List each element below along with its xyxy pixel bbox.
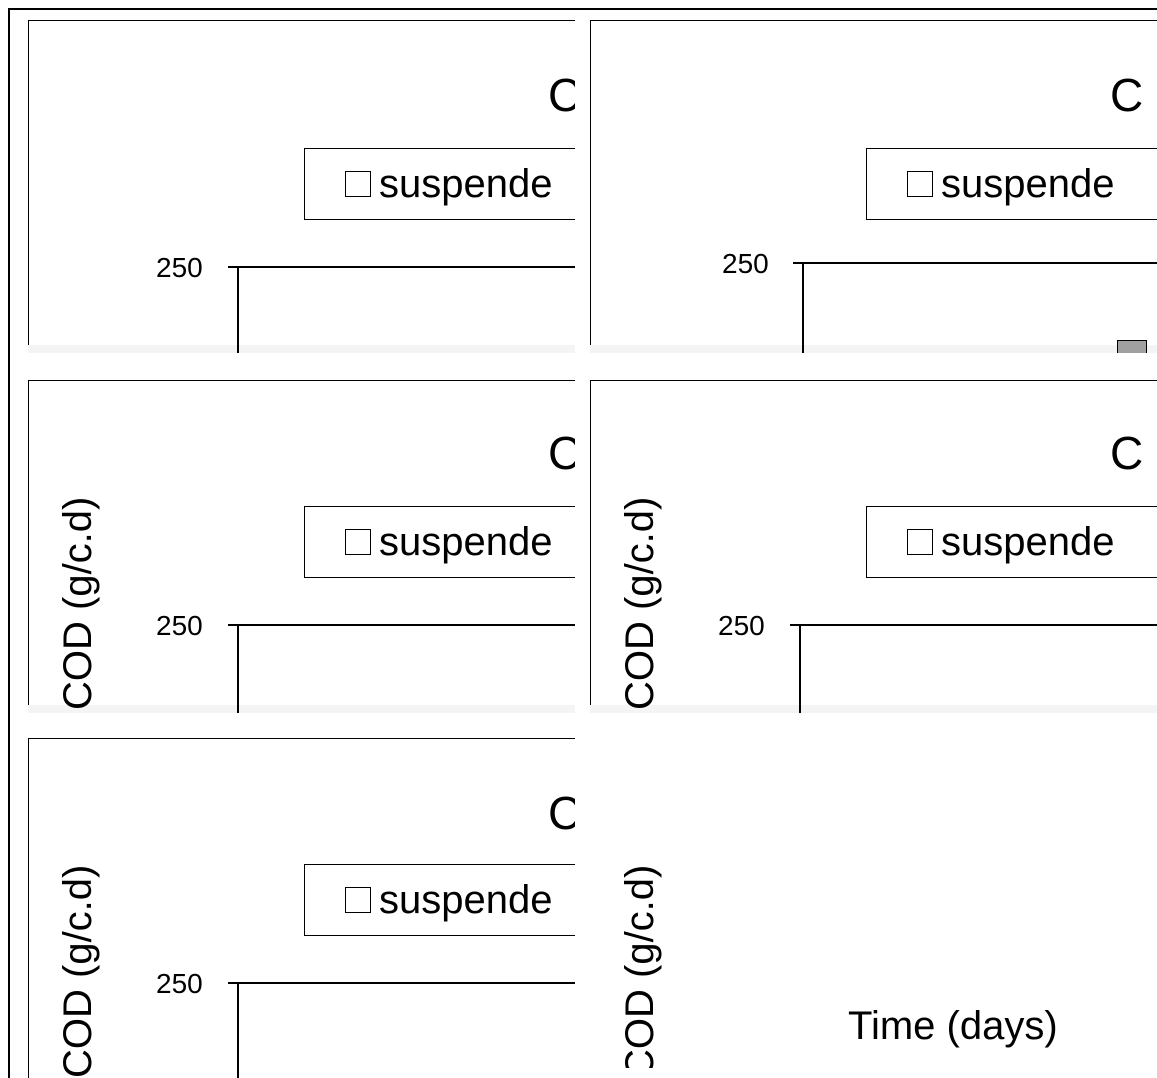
y-tick — [228, 624, 238, 626]
y-tick-label: 250 — [722, 248, 769, 279]
y-axis-label: COD (g/c.d) — [56, 496, 100, 710]
plot-top-border — [237, 266, 575, 268]
chart-title: C — [548, 787, 575, 839]
chart-panel: C suspende 250 — [590, 20, 1157, 353]
panel-fade — [590, 345, 1157, 353]
legend-swatch — [345, 887, 371, 913]
y-tick-label: 250 — [718, 610, 765, 641]
panel-fade — [28, 345, 575, 353]
panel-fade — [590, 705, 1157, 713]
legend-swatch — [907, 171, 933, 197]
y-tick-label: 250 — [156, 968, 203, 999]
y-tick — [793, 262, 803, 264]
y-axis — [237, 982, 239, 1078]
chart-panel: C suspende COD (g/c.d) 250 — [590, 380, 1157, 713]
plot-top-border — [237, 982, 575, 984]
chart-title: C — [1110, 427, 1144, 479]
y-tick-label: 250 — [156, 610, 203, 641]
legend-entry: suspende — [379, 878, 553, 922]
y-tick — [228, 266, 238, 268]
y-axis — [237, 266, 239, 353]
legend-entry: suspende — [941, 162, 1115, 206]
legend-swatch — [345, 529, 371, 555]
panel-border — [28, 20, 575, 353]
x-axis-label: Time (days) — [848, 1004, 1058, 1048]
y-tick-label: 250 — [156, 252, 203, 283]
y-axis — [237, 624, 239, 713]
legend: suspende — [304, 506, 575, 578]
panel-fade — [28, 705, 575, 713]
legend: suspende — [866, 506, 1157, 578]
chart-panel: C suspende COD (g/c.d) 250 — [28, 738, 575, 1078]
legend-entry: suspende — [941, 520, 1115, 564]
panel-border — [28, 380, 575, 713]
chart-title: C — [548, 427, 575, 479]
legend-swatch — [907, 529, 933, 555]
chart-panel: COD (g/c.d) Time (days) — [590, 738, 1157, 1068]
plot-top-border — [802, 262, 1157, 264]
legend: suspende — [304, 864, 575, 936]
chart-panel: C suspende COD (g/c.d) 250 — [28, 380, 575, 713]
y-axis — [799, 624, 801, 713]
bar — [1117, 340, 1147, 353]
y-tick — [790, 624, 800, 626]
chart-panel: C suspende 250 — [28, 20, 575, 353]
legend: suspende — [866, 148, 1157, 220]
figure-frame — [8, 8, 1157, 1078]
legend-entry: suspende — [379, 162, 553, 206]
chart-title: C — [1110, 69, 1144, 121]
panel-border — [28, 738, 575, 1078]
legend-entry: suspende — [379, 520, 553, 564]
y-axis-label: COD (g/c.d) — [618, 496, 662, 710]
panel-border — [590, 380, 1157, 713]
chart-title: C — [548, 69, 575, 121]
plot-top-border — [799, 624, 1157, 626]
y-axis-label: COD (g/c.d) — [56, 864, 100, 1078]
panel-border — [590, 20, 1157, 353]
legend-swatch — [345, 171, 371, 197]
legend: suspende — [304, 148, 575, 220]
y-axis — [802, 262, 804, 353]
y-axis-label: COD (g/c.d) — [618, 864, 662, 1068]
y-tick — [228, 982, 238, 984]
plot-top-border — [237, 624, 575, 626]
